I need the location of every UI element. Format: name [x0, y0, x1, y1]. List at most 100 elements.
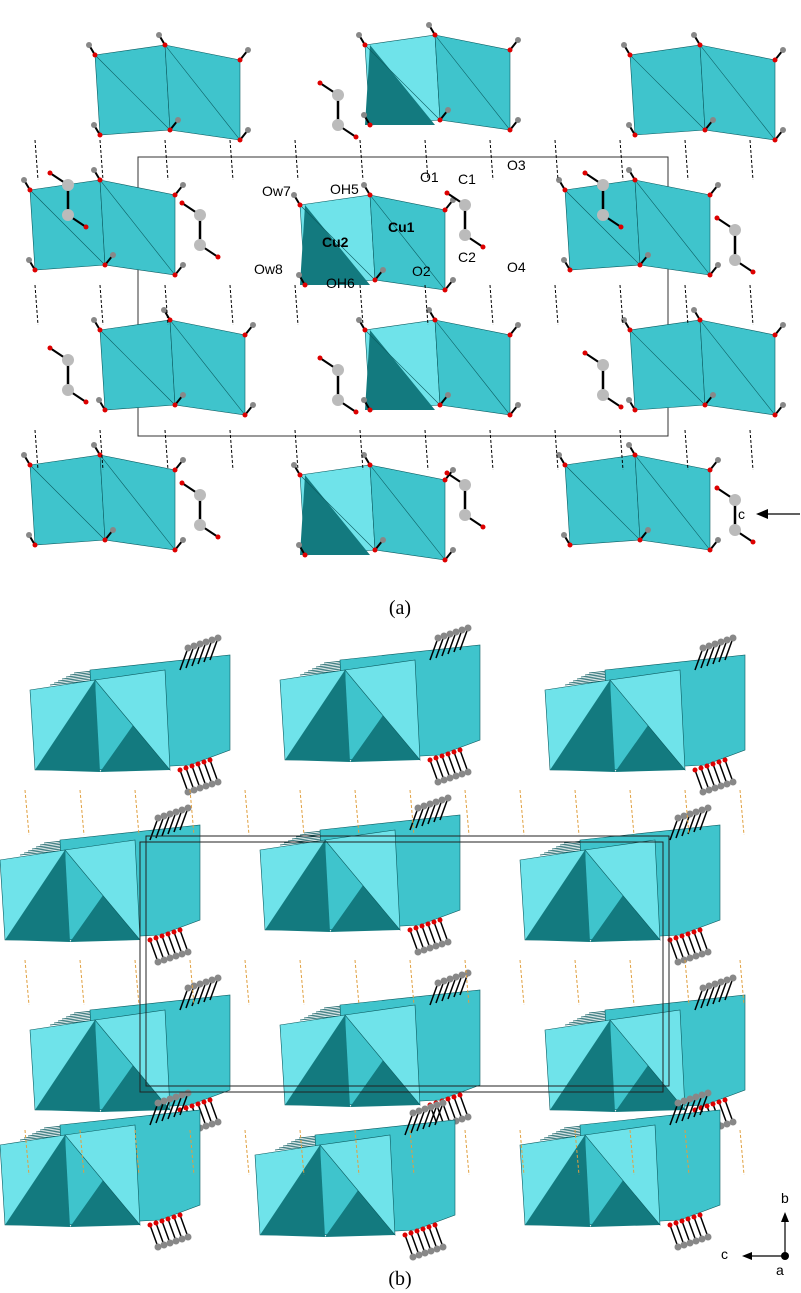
atom — [403, 1233, 408, 1238]
atom — [626, 122, 632, 128]
atom — [597, 359, 609, 371]
bond — [428, 924, 436, 946]
atom — [91, 317, 97, 323]
atom-label: OH5 — [330, 181, 359, 197]
atom — [196, 762, 201, 767]
atom — [318, 356, 323, 361]
atom — [215, 1119, 222, 1126]
atom — [167, 955, 174, 962]
atom — [724, 637, 731, 644]
atom-label: Ow7 — [262, 183, 291, 199]
atom — [180, 457, 186, 463]
atom — [780, 402, 786, 408]
atom — [167, 811, 174, 818]
atom — [705, 1234, 712, 1241]
atom — [645, 252, 651, 258]
atom — [185, 645, 192, 652]
bond — [700, 1215, 708, 1237]
hydrogen-bond — [685, 285, 688, 325]
atom — [687, 955, 694, 962]
caption: (a) — [389, 597, 411, 619]
atom — [700, 985, 707, 992]
bond — [180, 1215, 188, 1237]
atom — [459, 771, 466, 778]
atom — [699, 951, 706, 958]
bond — [186, 768, 194, 790]
atom — [515, 37, 521, 43]
atom — [583, 351, 588, 356]
bond — [448, 754, 456, 776]
atom — [209, 781, 216, 788]
atom — [445, 392, 451, 398]
atom — [780, 127, 786, 133]
atom — [93, 53, 98, 58]
hydrogen-bond — [245, 960, 249, 1005]
atom — [98, 178, 103, 183]
hydrogen-bond — [520, 960, 524, 1005]
hydrogen-bond — [300, 790, 304, 835]
atom — [373, 278, 378, 283]
bond — [429, 1227, 437, 1249]
atom — [415, 1229, 420, 1234]
atom — [408, 928, 413, 933]
atom — [368, 123, 373, 128]
atom — [185, 949, 192, 956]
atom — [184, 1106, 189, 1111]
atom — [166, 1217, 171, 1222]
hydrogen-bond — [100, 140, 103, 180]
atom — [712, 641, 719, 648]
hydrogen-bond — [190, 960, 194, 1005]
bond — [150, 1225, 158, 1247]
atom — [191, 983, 198, 990]
atom — [250, 402, 256, 408]
atom — [180, 201, 185, 206]
atom — [692, 930, 697, 935]
atom — [361, 182, 367, 188]
atom — [705, 805, 712, 812]
atom — [243, 413, 248, 418]
polyhedron — [630, 45, 705, 135]
atom — [459, 479, 471, 491]
bond — [150, 940, 158, 962]
atom — [751, 540, 756, 545]
atom — [168, 128, 173, 133]
atom — [180, 392, 186, 398]
bond — [725, 1100, 733, 1122]
atom — [178, 1213, 183, 1218]
hydrogen-bond — [425, 285, 428, 325]
bond — [676, 1223, 684, 1245]
atom — [156, 32, 162, 38]
bond — [422, 926, 430, 948]
atom — [154, 936, 159, 941]
hydrogen-bond — [620, 140, 623, 180]
bond — [695, 770, 703, 792]
atom — [161, 813, 168, 820]
atom — [216, 535, 221, 540]
atom — [415, 805, 422, 812]
bond — [707, 766, 715, 788]
atom — [440, 1244, 447, 1251]
atom — [428, 1248, 435, 1255]
atom — [452, 1095, 457, 1100]
atom — [680, 1219, 685, 1224]
atom — [209, 637, 216, 644]
atom — [363, 328, 368, 333]
atom — [410, 1110, 417, 1117]
atom — [568, 543, 573, 548]
atom — [409, 1231, 414, 1236]
bond — [435, 1225, 443, 1247]
atom — [626, 167, 632, 173]
hydrogen-bond — [80, 790, 84, 835]
atom — [202, 760, 207, 765]
hydrogen-bond — [245, 790, 249, 835]
atom — [185, 1234, 192, 1241]
atom — [458, 1093, 463, 1098]
atom-label: C1 — [458, 171, 476, 187]
bond — [701, 768, 709, 790]
atom — [705, 764, 710, 769]
atom — [687, 1240, 694, 1247]
atom — [439, 797, 446, 804]
atom — [161, 1242, 168, 1249]
atom — [715, 182, 721, 188]
atom — [674, 936, 679, 941]
